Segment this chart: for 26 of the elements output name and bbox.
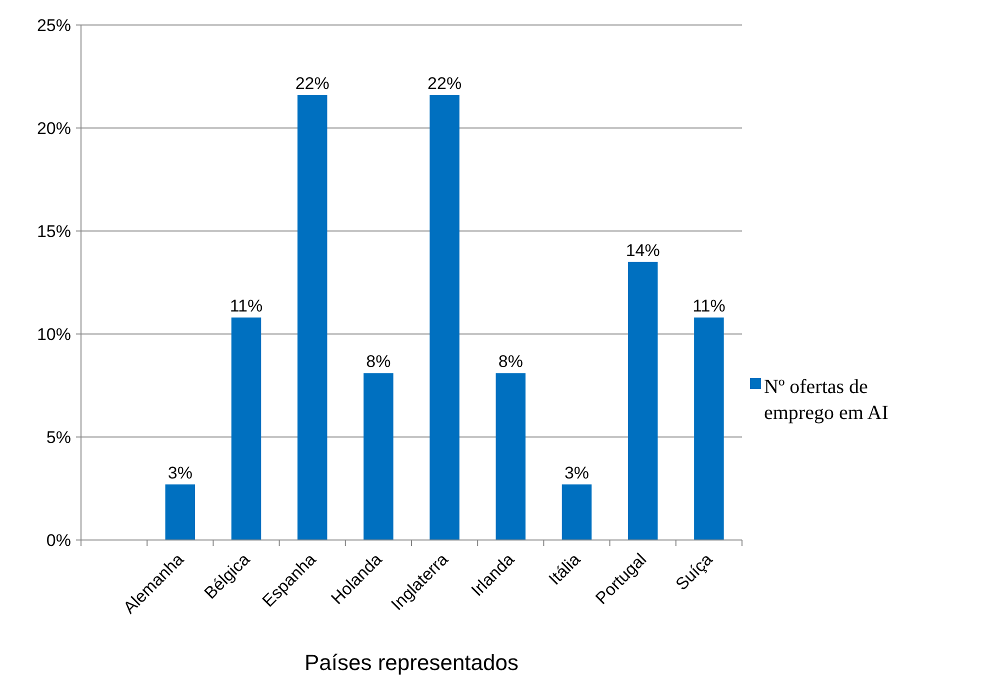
y-tick-label: 20% [36,118,71,138]
data-label: 3% [168,463,192,482]
bar [430,95,460,540]
bar [694,318,724,540]
legend-label: Nº ofertas de emprego em AI [764,376,888,424]
bar [496,373,526,540]
y-tick-label: 5% [46,428,71,447]
y-tick-label: 25% [36,16,71,35]
data-label: 8% [498,352,523,372]
data-label: 3% [564,463,590,482]
bar [364,373,394,540]
data-label: 14% [626,240,660,260]
y-tick-label: 0% [46,530,71,550]
bar [231,318,262,540]
bar [562,484,592,540]
bar [165,484,196,540]
data-label: 11% [230,296,263,316]
bar [628,262,658,540]
data-label: 8% [366,352,391,372]
data-label: 22% [295,74,330,94]
data-label: 11% [692,296,726,316]
x-axis-title: Países representados [304,650,519,675]
bar [297,95,328,540]
y-tick-label: 10% [36,324,71,344]
y-tick-label: 15% [36,222,71,241]
data-label: 22% [428,74,462,94]
